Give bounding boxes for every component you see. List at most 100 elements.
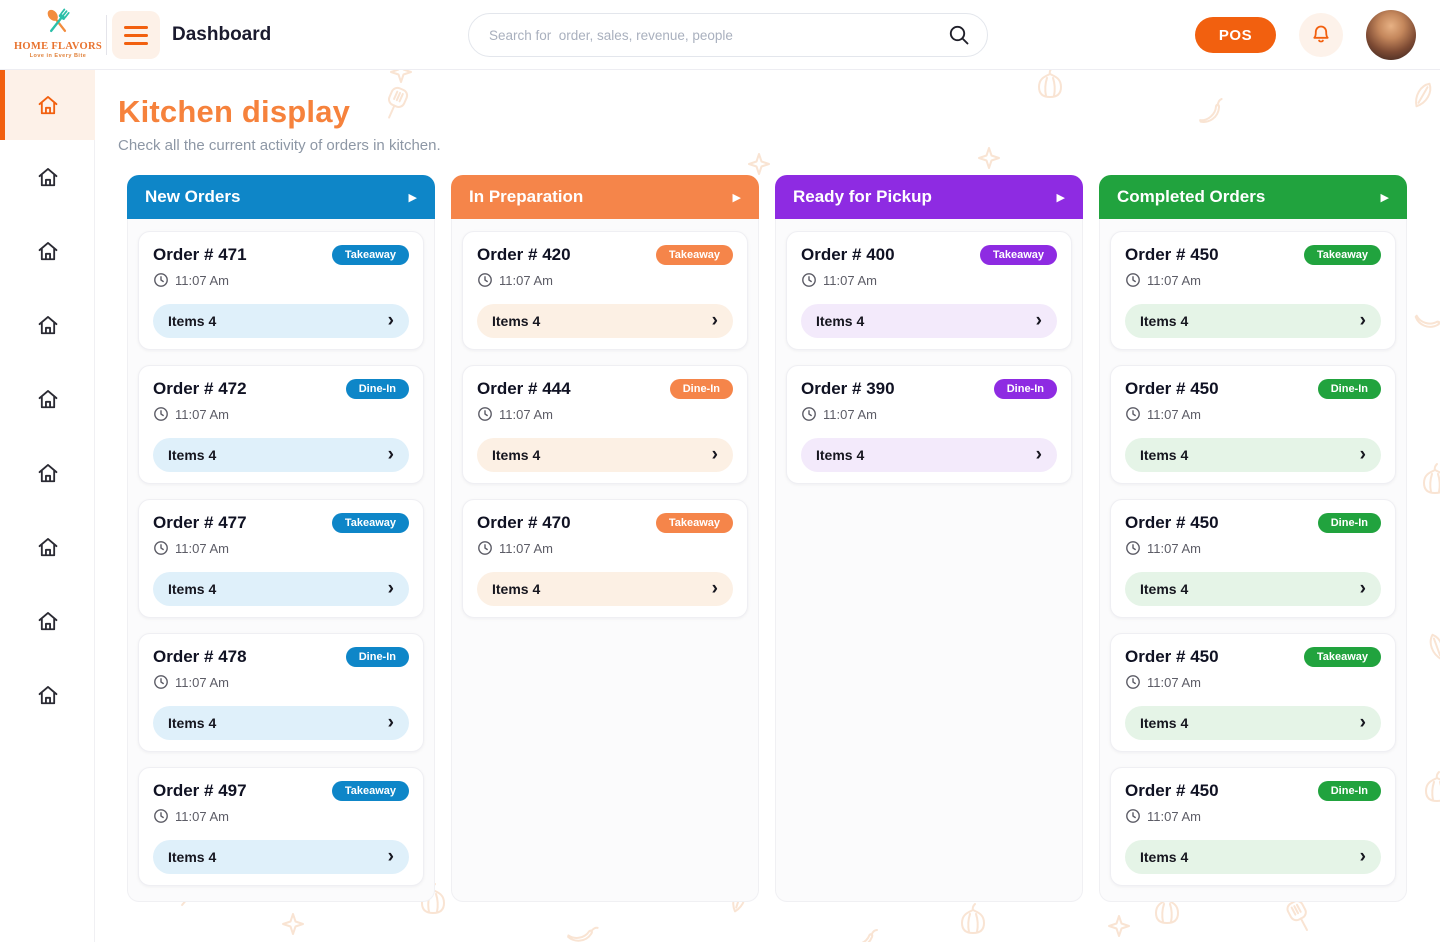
order-items-button[interactable]: Items 4 › [801,438,1057,472]
order-items-button[interactable]: Items 4 › [153,304,409,338]
sidebar-item-home[interactable] [0,288,95,362]
order-type-badge: Dine-In [669,379,733,399]
arrow-right-icon: ▶ [1056,191,1065,204]
column-header[interactable]: Ready for Pickup ▶ [775,175,1083,219]
order-number: Order # 478 [153,647,247,666]
sidebar-item-home[interactable] [0,584,95,658]
chevron-right-icon: › [1035,309,1042,331]
order-items-button[interactable]: Items 4 › [153,840,409,874]
column-title: New Orders [145,187,241,206]
order-card[interactable]: Order # 450 Takeaway 11:07 Am Items 4 › [1110,633,1396,752]
order-column: Completed Orders ▶ Order # 450 Takeaway … [1099,175,1407,902]
items-label: Items 4 [1140,849,1189,865]
brand-logo[interactable]: HOME FLAVORS Love in Every Bite [12,5,104,65]
header-divider [106,15,107,55]
chevron-right-icon: › [1359,711,1366,733]
items-label: Items 4 [168,715,217,731]
order-type-badge: Takeaway [331,245,409,265]
order-time: 11:07 Am [1147,272,1201,288]
search-input[interactable] [489,27,947,43]
order-column: New Orders ▶ Order # 471 Takeaway 11:07 … [127,175,435,902]
user-avatar[interactable] [1366,10,1416,60]
order-time: 11:07 Am [823,406,877,422]
order-card[interactable]: Order # 400 Takeaway 11:07 Am Items 4 › [786,231,1072,350]
column-title: Completed Orders [1117,187,1266,206]
order-number: Order # 450 [1125,647,1219,666]
order-card[interactable]: Order # 420 Takeaway 11:07 Am Items 4 › [462,231,748,350]
order-type-badge: Takeaway [331,513,409,533]
home-icon [38,242,57,261]
order-card[interactable]: Order # 390 Dine-In 11:07 Am Items 4 › [786,365,1072,484]
search-bar[interactable] [468,13,988,57]
order-items-button[interactable]: Items 4 › [477,438,733,472]
order-items-button[interactable]: Items 4 › [1125,840,1381,874]
brand-name: HOME FLAVORS [13,41,103,52]
order-time: 11:07 Am [1147,540,1201,556]
order-items-button[interactable]: Items 4 › [153,572,409,606]
chevron-right-icon: › [387,309,394,331]
order-card[interactable]: Order # 450 Dine-In 11:07 Am Items 4 › [1110,499,1396,618]
items-label: Items 4 [492,447,541,463]
order-number: Order # 471 [153,245,247,264]
order-items-button[interactable]: Items 4 › [1125,304,1381,338]
order-number: Order # 450 [1125,513,1219,532]
items-label: Items 4 [492,313,541,329]
items-label: Items 4 [168,581,217,597]
column-header[interactable]: In Preparation ▶ [451,175,759,219]
column-body: Order # 471 Takeaway 11:07 Am Items 4 › … [127,219,435,902]
order-items-button[interactable]: Items 4 › [1125,706,1381,740]
order-items-button[interactable]: Items 4 › [1125,438,1381,472]
sidebar-item-home[interactable] [0,436,95,510]
clock-icon [1126,273,1140,287]
brand-logo-icon [47,8,70,33]
order-card[interactable]: Order # 450 Dine-In 11:07 Am Items 4 › [1110,365,1396,484]
menu-toggle-button[interactable] [112,11,160,59]
sidebar-item-home[interactable] [0,362,95,436]
order-card[interactable]: Order # 472 Dine-In 11:07 Am Items 4 › [138,365,424,484]
order-card[interactable]: Order # 471 Takeaway 11:07 Am Items 4 › [138,231,424,350]
sidebar-item-home[interactable] [0,214,95,288]
arrow-right-icon: ▶ [732,191,741,204]
kitchen-display-subtitle: Check all the current activity of orders… [118,137,441,154]
order-time: 11:07 Am [1147,674,1201,690]
items-label: Items 4 [1140,715,1189,731]
sidebar-item-home[interactable] [0,510,95,584]
order-items-button[interactable]: Items 4 › [801,304,1057,338]
order-card[interactable]: Order # 450 Takeaway 11:07 Am Items 4 › [1110,231,1396,350]
order-type-badge: Takeaway [1303,647,1381,667]
kitchen-display-title: Kitchen display [118,94,351,129]
order-items-button[interactable]: Items 4 › [153,706,409,740]
search-icon[interactable] [947,23,971,47]
order-time: 11:07 Am [175,674,229,690]
column-header[interactable]: Completed Orders ▶ [1099,175,1407,219]
order-card[interactable]: Order # 450 Dine-In 11:07 Am Items 4 › [1110,767,1396,886]
top-bar: HOME FLAVORS Love in Every Bite Dashboar… [0,0,1440,70]
chevron-right-icon: › [1359,309,1366,331]
order-card[interactable]: Order # 497 Takeaway 11:07 Am Items 4 › [138,767,424,886]
order-card[interactable]: Order # 470 Takeaway 11:07 Am Items 4 › [462,499,748,618]
column-header[interactable]: New Orders ▶ [127,175,435,219]
page-title: Dashboard [172,24,272,45]
chevron-right-icon: › [387,845,394,867]
order-items-button[interactable]: Items 4 › [477,304,733,338]
items-label: Items 4 [816,447,865,463]
notifications-button[interactable] [1299,13,1343,57]
order-card[interactable]: Order # 444 Dine-In 11:07 Am Items 4 › [462,365,748,484]
order-items-button[interactable]: Items 4 › [153,438,409,472]
column-body: Order # 420 Takeaway 11:07 Am Items 4 › … [451,219,759,902]
column-body: Order # 400 Takeaway 11:07 Am Items 4 › … [775,219,1083,902]
sidebar-item-home[interactable] [0,140,95,214]
sidebar-item-home[interactable] [0,658,95,732]
order-items-button[interactable]: Items 4 › [477,572,733,606]
clock-icon [154,675,168,689]
order-card[interactable]: Order # 477 Takeaway 11:07 Am Items 4 › [138,499,424,618]
order-time: 11:07 Am [1147,406,1201,422]
pos-button[interactable]: POS [1195,17,1276,53]
order-card[interactable]: Order # 478 Dine-In 11:07 Am Items 4 › [138,633,424,752]
column-title: Ready for Pickup [793,187,932,206]
sidebar-item-home-active[interactable] [0,70,95,140]
order-items-button[interactable]: Items 4 › [1125,572,1381,606]
chevron-right-icon: › [387,711,394,733]
chevron-right-icon: › [387,577,394,599]
clock-icon [478,407,492,421]
